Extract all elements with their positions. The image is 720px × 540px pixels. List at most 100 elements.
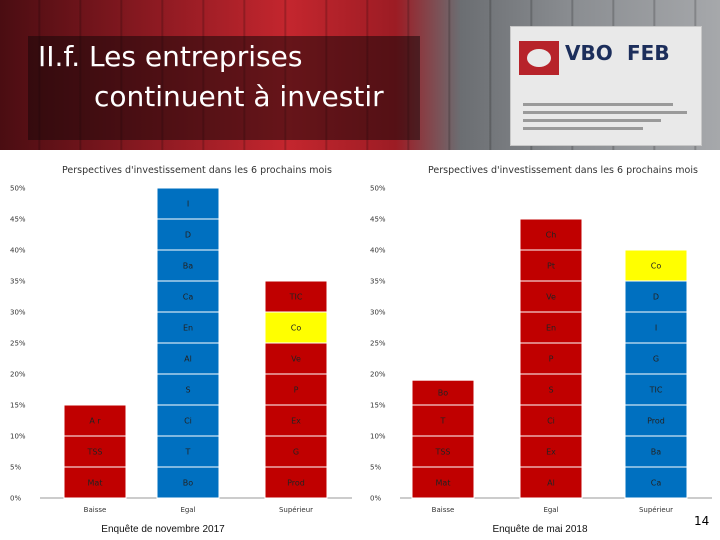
y-tick-label: 35% bbox=[370, 278, 386, 286]
segment-label: Ve bbox=[291, 355, 301, 364]
bar-segment bbox=[624, 249, 688, 282]
bar-segment bbox=[63, 404, 127, 437]
segment-label: Ca bbox=[183, 293, 194, 302]
plate-text-line bbox=[523, 103, 673, 106]
bar-segment bbox=[624, 404, 688, 437]
segment-label: En bbox=[546, 324, 556, 333]
segment-label: Co bbox=[651, 262, 662, 271]
segment-label: Prod bbox=[287, 479, 305, 488]
segment-label: I bbox=[655, 324, 657, 333]
segment-label: Ex bbox=[291, 417, 301, 426]
y-tick-label: 40% bbox=[10, 247, 26, 255]
logo-text-feb: FEB bbox=[627, 41, 670, 65]
y-tick-label: 20% bbox=[370, 371, 386, 379]
bar-segment bbox=[624, 466, 688, 499]
segment-label: T bbox=[185, 448, 191, 457]
segment-label: T bbox=[440, 417, 446, 426]
y-tick-label: 35% bbox=[10, 278, 26, 286]
segment-label: P bbox=[549, 355, 554, 364]
y-tick-label: 45% bbox=[370, 216, 386, 224]
bar-segment bbox=[156, 249, 220, 282]
y-tick-label: 40% bbox=[370, 247, 386, 255]
page-number: 14 bbox=[694, 514, 710, 528]
y-tick-label: 30% bbox=[370, 309, 386, 317]
chart-caption: Enquête de novembre 2017 bbox=[101, 524, 225, 535]
bar-segment bbox=[519, 466, 583, 499]
bar-segment bbox=[624, 435, 688, 468]
y-tick-label: 30% bbox=[10, 309, 26, 317]
segment-label: Ca bbox=[651, 479, 662, 488]
bar-segment bbox=[624, 311, 688, 344]
segment-label: D bbox=[653, 293, 659, 302]
category-label: Egal bbox=[543, 506, 558, 514]
segment-label: Co bbox=[291, 324, 302, 333]
segment-label: Al bbox=[184, 355, 192, 364]
category-label: Supérieur bbox=[279, 506, 313, 514]
segment-label: Ve bbox=[546, 293, 556, 302]
bar-segment bbox=[624, 373, 688, 406]
bar-segment bbox=[519, 404, 583, 437]
segment-label: Ci bbox=[547, 417, 555, 426]
bar-segment bbox=[156, 342, 220, 375]
bar-segment bbox=[411, 466, 475, 499]
vbo-feb-logo-icon bbox=[519, 41, 559, 75]
header-photo-banner: II.f. Les entreprises continuent à inves… bbox=[0, 0, 720, 150]
y-tick-label: 10% bbox=[10, 433, 26, 441]
segment-label: TIC bbox=[649, 386, 663, 395]
plate-text-line bbox=[523, 119, 661, 122]
segment-label: S bbox=[548, 386, 553, 395]
bar-segment bbox=[264, 404, 328, 437]
segment-label: P bbox=[294, 386, 299, 395]
bar-segment bbox=[156, 218, 220, 251]
category-label: Baisse bbox=[84, 506, 107, 514]
bar-segment bbox=[624, 280, 688, 313]
bar-segment bbox=[264, 373, 328, 406]
segment-label: G bbox=[293, 448, 299, 457]
segment-label: Ba bbox=[651, 448, 661, 457]
y-tick-label: 45% bbox=[10, 216, 26, 224]
y-tick-label: 50% bbox=[370, 185, 386, 193]
bar-segment bbox=[264, 435, 328, 468]
segment-label: Mat bbox=[436, 479, 451, 488]
bar-segment bbox=[264, 280, 328, 313]
segment-label: Ch bbox=[546, 231, 557, 240]
bar-segment bbox=[156, 373, 220, 406]
segment-label: Pt bbox=[547, 262, 555, 271]
title-backdrop bbox=[28, 36, 420, 140]
segment-label: Prod bbox=[647, 417, 665, 426]
category-label: Baisse bbox=[432, 506, 455, 514]
segment-label: Ex bbox=[546, 448, 556, 457]
chart-caption: Enquête de mai 2018 bbox=[492, 524, 588, 535]
bar-segment bbox=[156, 466, 220, 499]
segment-label: Bo bbox=[183, 479, 193, 488]
y-tick-label: 5% bbox=[370, 464, 381, 472]
bar-segment bbox=[624, 342, 688, 375]
plate-text-line bbox=[523, 111, 687, 114]
y-tick-label: 15% bbox=[370, 402, 386, 410]
bar-segment bbox=[156, 280, 220, 313]
y-tick-label: 20% bbox=[10, 371, 26, 379]
slide-title-line2: continuent à investir bbox=[94, 80, 384, 113]
vbo-feb-logo-plate: VBO FEB bbox=[510, 26, 702, 146]
bar-segment bbox=[519, 342, 583, 375]
bar-segment bbox=[264, 342, 328, 375]
y-tick-label: 25% bbox=[10, 340, 26, 348]
bar-segment bbox=[519, 373, 583, 406]
bar-segment bbox=[156, 311, 220, 344]
segment-label: En bbox=[183, 324, 193, 333]
investment-chart-nov-2017: Perspectives d'investissement dans les 6… bbox=[10, 165, 352, 535]
segment-label: I bbox=[187, 200, 189, 209]
segment-label: TSS bbox=[434, 448, 450, 457]
y-tick-label: 0% bbox=[10, 495, 21, 503]
bar-segment bbox=[156, 404, 220, 437]
investment-chart-may-2018: Perspectives d'investissement dans les 6… bbox=[370, 165, 712, 535]
y-tick-label: 25% bbox=[370, 340, 386, 348]
segment-label: TSS bbox=[86, 448, 102, 457]
segment-label: Ci bbox=[184, 417, 192, 426]
category-label: Supérieur bbox=[639, 506, 673, 514]
bar-segment bbox=[519, 218, 583, 251]
segment-label: TIC bbox=[289, 293, 303, 302]
bar-segment bbox=[156, 435, 220, 468]
segment-label: A r bbox=[89, 417, 101, 426]
y-tick-label: 50% bbox=[10, 185, 26, 193]
